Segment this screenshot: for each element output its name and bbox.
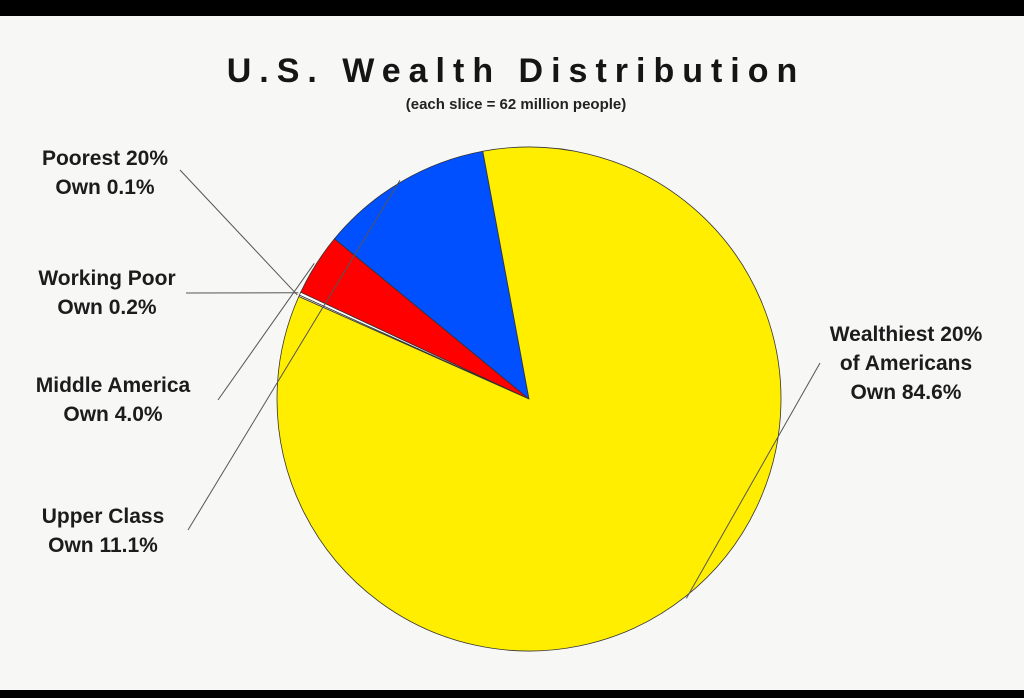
- slice-labels: Poorest 20% Own 0.1% Working Poor Own 0.2% M…: [36, 147, 983, 557]
- slice-label-poorest-20: Poorest 20% Own 0.1%: [42, 147, 168, 199]
- slice-label-working-poor: Working Poor Own 0.2%: [38, 267, 175, 319]
- slice-label-line: Upper Class: [42, 505, 165, 528]
- leader-line-middle-america: [217, 263, 315, 401]
- slice-label-upper-class: Upper Class Own 11.1%: [42, 505, 165, 557]
- slice-label-line: Own 0.2%: [57, 296, 157, 319]
- slice-label-line: Wealthiest 20%: [830, 323, 983, 346]
- slice-label-line: Working Poor: [38, 267, 175, 290]
- slice-label-line: Poorest 20%: [42, 147, 168, 170]
- slice-label-middle-america: Middle America Own 4.0%: [36, 374, 191, 426]
- pie-slice-upper-class: [333, 150, 530, 401]
- slice-label-line: Own 4.0%: [63, 403, 163, 426]
- slice-label-line: Own 0.1%: [55, 176, 155, 199]
- slice-label-wealthiest-20: Wealthiest 20% of Americans Own 84.6%: [830, 323, 983, 404]
- leader-line-poorest-20: [179, 169, 298, 296]
- pie-slice-wealthiest-20: [276, 146, 782, 652]
- leader-lines: [179, 169, 821, 599]
- pie-slices: [276, 146, 782, 652]
- chart-subtitle: (each slice = 62 million people): [406, 96, 627, 113]
- slice-label-line: Middle America: [36, 374, 191, 397]
- slice-label-line: of Americans: [840, 352, 972, 375]
- leader-line-upper-class: [187, 179, 401, 531]
- slice-label-line: Own 84.6%: [851, 381, 962, 404]
- leader-line-wealthiest-20: [685, 362, 821, 599]
- chart-title: U.S. Wealth Distribution: [227, 52, 806, 90]
- slice-label-line: Own 11.1%: [48, 534, 158, 557]
